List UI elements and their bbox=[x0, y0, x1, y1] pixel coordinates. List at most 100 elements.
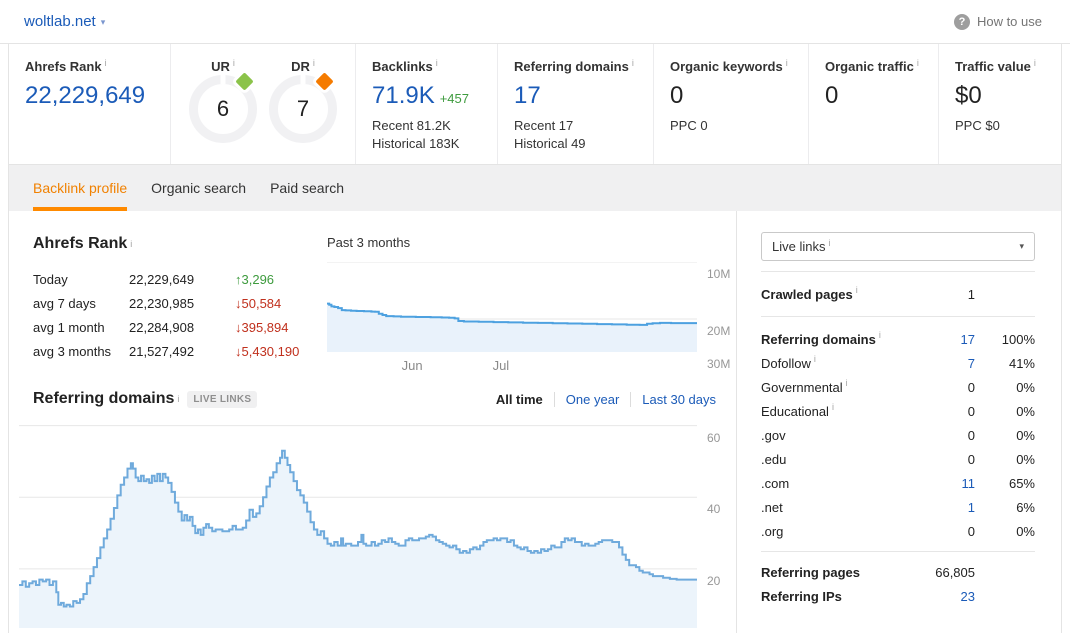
rank-trend-plot[interactable] bbox=[327, 262, 697, 352]
breakdown-label: .net bbox=[761, 499, 783, 515]
backlinks-recent: Recent 81.2K bbox=[372, 118, 451, 133]
sidebar: Live links i ▾ Crawled pages i 1 Referring… bbox=[736, 211, 1061, 633]
referring-ips-value[interactable]: 23 bbox=[960, 588, 975, 604]
breakdown-label: Referring domains bbox=[761, 331, 876, 347]
filter-one-year[interactable]: One year bbox=[553, 391, 619, 407]
breakdown-value[interactable]: 7 bbox=[967, 355, 975, 371]
rank-trend-x-axis: Jun Jul bbox=[327, 352, 697, 374]
refdomains-historical: Historical 49 bbox=[514, 136, 586, 151]
row-delta: 5,430,190 bbox=[241, 343, 300, 359]
table-row: avg 3 months 21,527,492 ↓5,430,190 bbox=[33, 339, 327, 363]
breakdown-value: 0 bbox=[967, 451, 975, 467]
breakdown-pct: 6% bbox=[1016, 499, 1035, 515]
breakdown-value[interactable]: 17 bbox=[960, 331, 975, 347]
traffic-value-value: $0 bbox=[955, 82, 982, 109]
y-axis-tick: 20M bbox=[707, 324, 731, 338]
metric-label: Organic keywords bbox=[670, 59, 783, 74]
referring-domains-header: Referring domains i LIVE LINKS All time O… bbox=[33, 390, 716, 408]
organic-keywords-value: 0 bbox=[670, 82, 684, 109]
breakdown-value: 0 bbox=[967, 523, 975, 539]
metric-backlinks: Backlinks i 71.9K +457 Recent 81.2K Histor… bbox=[356, 44, 498, 164]
metrics-bar: Ahrefs Rank i 22,229,649 UR i 6 DR i 7 bbox=[9, 44, 1061, 165]
row-label: Today bbox=[33, 271, 68, 287]
backlinks-value[interactable]: 71.9K bbox=[372, 82, 435, 109]
metric-organic-traffic: Organic traffic i 0 bbox=[809, 44, 939, 164]
breakdown-pct: 100% bbox=[1001, 331, 1035, 347]
breakdown-value: 0 bbox=[967, 427, 975, 443]
breakdown-pct: 0% bbox=[1016, 451, 1035, 467]
breakdown-value[interactable]: 1 bbox=[967, 499, 975, 515]
row-label: avg 3 months bbox=[33, 343, 112, 359]
info-icon: i bbox=[916, 57, 919, 68]
metric-label: Ahrefs Rank bbox=[25, 59, 102, 74]
row-value: 21,527,492 bbox=[129, 343, 195, 359]
ahrefs-rank-panel: Ahrefs Rank i Today 22,229,649 ↑3,296 avg… bbox=[33, 235, 327, 374]
metric-traffic-value: Traffic value i $0 PPC $0 bbox=[939, 44, 1061, 164]
refdomains-recent: Recent 17 bbox=[514, 118, 574, 133]
row-value: 22,284,908 bbox=[129, 319, 195, 335]
traffic-value-ppc: PPC $0 bbox=[955, 118, 1000, 133]
breakdown-row: .com 11 65% bbox=[761, 471, 1035, 495]
ahrefs-rank-value: 22,229,649 bbox=[25, 82, 146, 109]
metric-label: Traffic value bbox=[955, 59, 1031, 74]
breakdown-label: Educational bbox=[761, 403, 829, 419]
breakdown-row: .org 0 0% bbox=[761, 519, 1035, 543]
live-links-select[interactable]: Live links i ▾ bbox=[761, 232, 1035, 261]
filter-all-time[interactable]: All time bbox=[495, 391, 543, 407]
tab-backlink-profile[interactable]: Backlink profile bbox=[33, 165, 128, 211]
top-bar: woltlab.net ▾ ? How to use bbox=[0, 0, 1070, 44]
info-icon: i bbox=[232, 57, 235, 68]
row-delta: 50,584 bbox=[241, 295, 282, 311]
table-row: avg 1 month 22,284,908 ↓395,894 bbox=[33, 315, 327, 339]
referring-domains-plot[interactable] bbox=[19, 422, 697, 628]
x-axis-tick: Jul bbox=[492, 358, 510, 373]
referring-ips-label: Referring IPs bbox=[761, 588, 842, 604]
arrow-down-icon: ↓ bbox=[235, 295, 242, 311]
breakdown-row: Dofollow i 7 41% bbox=[761, 351, 1035, 375]
breakdown-value[interactable]: 11 bbox=[961, 475, 976, 491]
info-icon: i bbox=[831, 402, 834, 413]
tab-bar: Backlink profile Organic search Paid sea… bbox=[9, 165, 1061, 211]
info-icon: i bbox=[785, 57, 788, 68]
tab-organic-search[interactable]: Organic search bbox=[151, 180, 247, 196]
table-row: Today 22,229,649 ↑3,296 bbox=[33, 267, 327, 291]
dr-label: DR bbox=[291, 59, 310, 74]
crawled-pages-row: Crawled pages i 1 bbox=[761, 282, 1035, 306]
metric-ur-dr: UR i 6 DR i 7 bbox=[171, 44, 356, 164]
how-to-use-label: How to use bbox=[976, 14, 1042, 29]
organic-keywords-ppc: PPC 0 bbox=[670, 118, 708, 133]
time-filters: All time One year Last 30 days bbox=[495, 391, 716, 407]
ur-value: 6 bbox=[216, 96, 230, 121]
y-axis-tick: 10M bbox=[707, 267, 731, 281]
referring-pages-label: Referring pages bbox=[761, 564, 860, 580]
breakdown-label: .edu bbox=[761, 451, 787, 467]
site-name: woltlab.net bbox=[24, 13, 96, 30]
divider bbox=[761, 551, 1035, 552]
breakdown-row: Educational i 0 0% bbox=[761, 399, 1035, 423]
info-icon: i bbox=[813, 354, 816, 365]
y-axis-tick: 40 bbox=[707, 502, 721, 516]
info-icon: i bbox=[845, 378, 848, 389]
y-axis-tick: 60 bbox=[707, 431, 721, 445]
how-to-use-link[interactable]: ? How to use bbox=[953, 13, 1042, 30]
info-icon: i bbox=[1033, 57, 1036, 68]
crawled-pages-value: 1 bbox=[967, 286, 975, 302]
tab-paid-search[interactable]: Paid search bbox=[270, 180, 345, 196]
chevron-down-icon: ▾ bbox=[100, 17, 106, 27]
referring-domains-value[interactable]: 17 bbox=[514, 82, 541, 109]
ahrefs-rank-table: Today 22,229,649 ↑3,296 avg 7 days 22,23… bbox=[33, 267, 327, 363]
referring-pages-row: Referring pages 66,805 bbox=[761, 560, 1035, 584]
page-frame: Ahrefs Rank i 22,229,649 UR i 6 DR i 7 bbox=[8, 44, 1062, 633]
y-axis-tick: 30M bbox=[707, 357, 731, 371]
live-links-badge: LIVE LINKS bbox=[187, 390, 258, 408]
row-value: 22,230,985 bbox=[129, 295, 195, 311]
dr-gauge: DR i 7 bbox=[267, 58, 339, 143]
filter-last-30-days[interactable]: Last 30 days bbox=[630, 391, 716, 407]
info-icon: i bbox=[878, 330, 881, 341]
breakdown-pct: 41% bbox=[1008, 355, 1035, 371]
breakdown-pct: 0% bbox=[1016, 427, 1035, 443]
rank-trend-chart: Past 3 months 10M 20M 30M Jun Jul bbox=[327, 235, 736, 374]
crawled-pages-label: Crawled pages bbox=[761, 286, 853, 302]
y-axis-tick: 20 bbox=[707, 574, 721, 588]
site-selector[interactable]: woltlab.net ▾ bbox=[24, 13, 105, 30]
